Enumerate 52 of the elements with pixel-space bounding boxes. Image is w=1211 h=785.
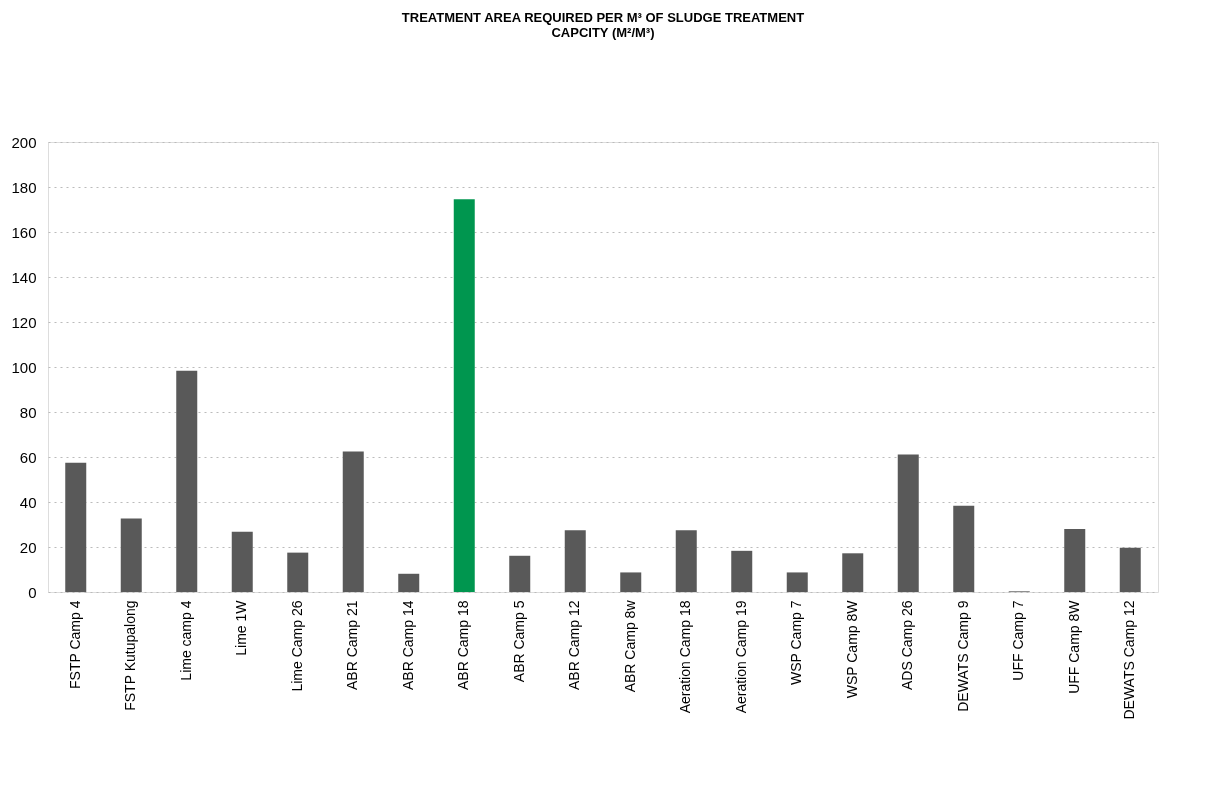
x-tick-label: ADS Camp 26 xyxy=(899,600,916,690)
bar xyxy=(231,531,253,592)
y-tick-label: 0 xyxy=(28,583,37,601)
x-tick-label: Lime Camp 26 xyxy=(288,600,305,692)
bar xyxy=(65,462,87,592)
x-tick-label: Lime 1W xyxy=(233,599,250,656)
bar xyxy=(897,454,919,592)
bar xyxy=(1064,529,1086,592)
x-tick-label: FSTP Kutupalong xyxy=(122,600,139,711)
bar xyxy=(1119,547,1141,592)
x-tick-label: DEWATS Camp 12 xyxy=(1121,600,1138,720)
x-tick-label: ABR Camp 14 xyxy=(399,600,416,690)
y-tick-label: 100 xyxy=(11,358,37,376)
bar xyxy=(287,552,309,592)
bar xyxy=(731,550,753,592)
x-tick-label: UFF Camp 7 xyxy=(1010,600,1027,681)
x-tick-label: ABR Camp 12 xyxy=(566,600,583,690)
bar xyxy=(453,199,475,592)
x-tick-label: Aeration Camp 18 xyxy=(677,600,694,714)
x-tick-label: Aeration Camp 19 xyxy=(732,600,749,714)
text: TREATMENT AREA REQUIRED PER M³ OF SLUDGE TREATMENT xyxy=(401,10,805,25)
bar xyxy=(953,505,975,592)
x-tick-label: ABR Camp 21 xyxy=(344,600,361,690)
x-tick-label: FSTP Camp 4 xyxy=(66,600,83,689)
bar xyxy=(398,573,420,592)
text: CAPCITY (M²/M³) xyxy=(551,25,655,40)
x-tick-label: UFF Camp 8W xyxy=(1065,599,1082,694)
x-tick-label: ABR Camp 5 xyxy=(510,600,527,683)
y-tick-label: 120 xyxy=(11,313,37,331)
bar xyxy=(620,572,642,592)
y-tick-label: 200 xyxy=(11,133,37,151)
y-tick-label: 160 xyxy=(11,223,37,241)
x-tick-label: Lime camp 4 xyxy=(177,600,194,681)
x-tick-label: WSP Camp 7 xyxy=(788,600,805,686)
y-tick-label: 140 xyxy=(11,268,37,286)
y-tick-label: 80 xyxy=(19,403,37,421)
y-tick-label: 20 xyxy=(19,538,37,556)
y-tick-label: 40 xyxy=(19,493,37,511)
y-tick-label: 60 xyxy=(19,448,37,466)
x-tick-label: ABR Camp 18 xyxy=(455,600,472,690)
y-tick-label: 180 xyxy=(11,178,37,196)
x-tick-label: DEWATS Camp 9 xyxy=(954,600,971,712)
bar xyxy=(675,530,697,592)
x-tick-label: WSP Camp 8W xyxy=(843,599,860,699)
bar xyxy=(120,518,142,592)
bar xyxy=(176,370,198,592)
bar xyxy=(509,555,531,592)
bar xyxy=(342,451,364,592)
bar xyxy=(564,530,586,592)
x-tick-label: ABR Camp 8w xyxy=(621,599,638,693)
bar xyxy=(842,553,864,592)
bar xyxy=(786,572,808,592)
